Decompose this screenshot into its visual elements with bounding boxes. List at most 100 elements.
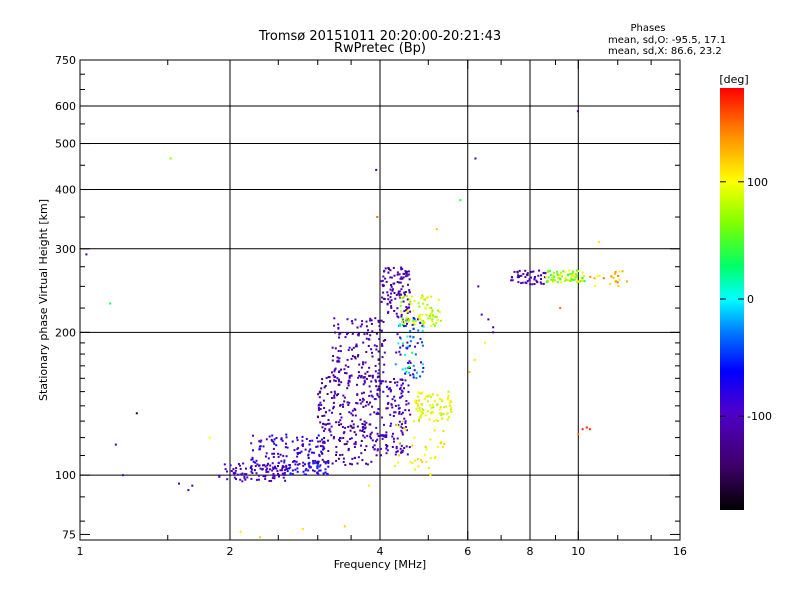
data-point xyxy=(238,464,241,467)
data-point xyxy=(405,306,408,308)
data-point xyxy=(361,397,364,400)
data-point xyxy=(430,412,433,415)
data-point xyxy=(317,407,320,409)
data-point xyxy=(326,472,329,475)
data-point xyxy=(346,318,349,321)
data-point xyxy=(576,280,579,283)
data-point xyxy=(317,440,320,443)
data-point xyxy=(362,361,364,364)
data-point xyxy=(208,436,211,439)
data-point xyxy=(406,307,409,310)
data-point xyxy=(552,271,555,274)
data-point xyxy=(275,467,278,470)
data-point xyxy=(347,365,350,368)
data-point xyxy=(442,413,445,416)
data-point xyxy=(322,441,324,444)
data-point xyxy=(350,425,353,428)
data-point xyxy=(262,475,265,478)
data-point xyxy=(614,271,617,273)
data-point xyxy=(246,476,249,479)
data-point xyxy=(434,455,437,458)
data-point xyxy=(296,451,299,454)
data-point xyxy=(427,395,430,397)
data-point xyxy=(273,442,276,445)
data-point xyxy=(445,405,448,408)
data-point xyxy=(405,370,408,373)
data-point xyxy=(408,278,411,281)
data-point xyxy=(412,327,415,330)
data-point xyxy=(369,435,372,438)
data-point xyxy=(344,426,347,429)
data-point xyxy=(255,478,258,481)
data-point xyxy=(406,322,408,325)
data-point xyxy=(348,375,351,378)
data-point xyxy=(382,435,385,438)
data-point xyxy=(230,470,233,472)
data-point xyxy=(285,464,288,467)
data-point xyxy=(398,454,401,457)
data-point xyxy=(381,343,383,346)
data-point xyxy=(283,473,286,476)
data-point xyxy=(283,471,286,474)
data-point xyxy=(404,275,407,278)
data-point xyxy=(401,342,404,345)
data-point xyxy=(375,440,377,443)
data-point xyxy=(406,274,409,277)
data-point xyxy=(396,424,399,427)
data-point xyxy=(385,386,388,389)
data-point xyxy=(321,378,324,381)
data-point xyxy=(618,278,621,281)
data-point xyxy=(520,274,523,277)
data-point xyxy=(418,418,420,421)
data-point xyxy=(356,402,359,405)
data-point xyxy=(379,329,382,331)
data-point xyxy=(385,434,388,437)
data-point xyxy=(359,376,362,379)
data-point xyxy=(299,451,302,454)
data-point xyxy=(438,412,441,415)
data-point xyxy=(424,445,427,448)
data-point xyxy=(349,462,352,465)
data-point xyxy=(412,317,415,319)
data-point xyxy=(351,420,354,423)
data-point xyxy=(487,318,490,321)
data-point xyxy=(337,457,340,460)
data-point xyxy=(405,346,408,349)
data-point xyxy=(381,283,384,286)
data-point xyxy=(235,478,237,480)
data-point xyxy=(235,467,238,469)
data-point xyxy=(392,266,395,269)
data-point xyxy=(431,315,434,318)
data-point xyxy=(319,469,322,472)
data-point xyxy=(378,379,381,382)
data-point xyxy=(563,270,566,273)
data-point xyxy=(424,414,427,417)
data-point xyxy=(378,338,381,340)
data-point xyxy=(567,279,570,282)
data-point xyxy=(401,320,403,323)
data-point xyxy=(435,419,438,422)
data-point xyxy=(370,319,373,322)
data-point xyxy=(404,372,407,375)
data-point xyxy=(377,412,380,415)
data-point xyxy=(114,443,117,446)
data-point xyxy=(346,401,349,404)
data-point xyxy=(583,275,586,277)
data-point xyxy=(547,276,550,279)
data-point xyxy=(573,273,576,276)
data-point xyxy=(330,425,333,428)
data-point xyxy=(408,303,411,306)
data-point xyxy=(550,278,553,281)
data-point xyxy=(291,473,294,475)
data-point xyxy=(395,451,398,453)
data-point xyxy=(318,465,321,468)
data-point xyxy=(369,334,372,337)
data-point xyxy=(442,445,445,448)
data-point xyxy=(403,447,406,449)
data-point xyxy=(569,273,572,276)
data-point xyxy=(250,442,253,445)
data-point xyxy=(421,295,424,298)
data-point xyxy=(408,319,410,322)
data-point xyxy=(371,330,374,333)
data-point xyxy=(409,413,412,416)
